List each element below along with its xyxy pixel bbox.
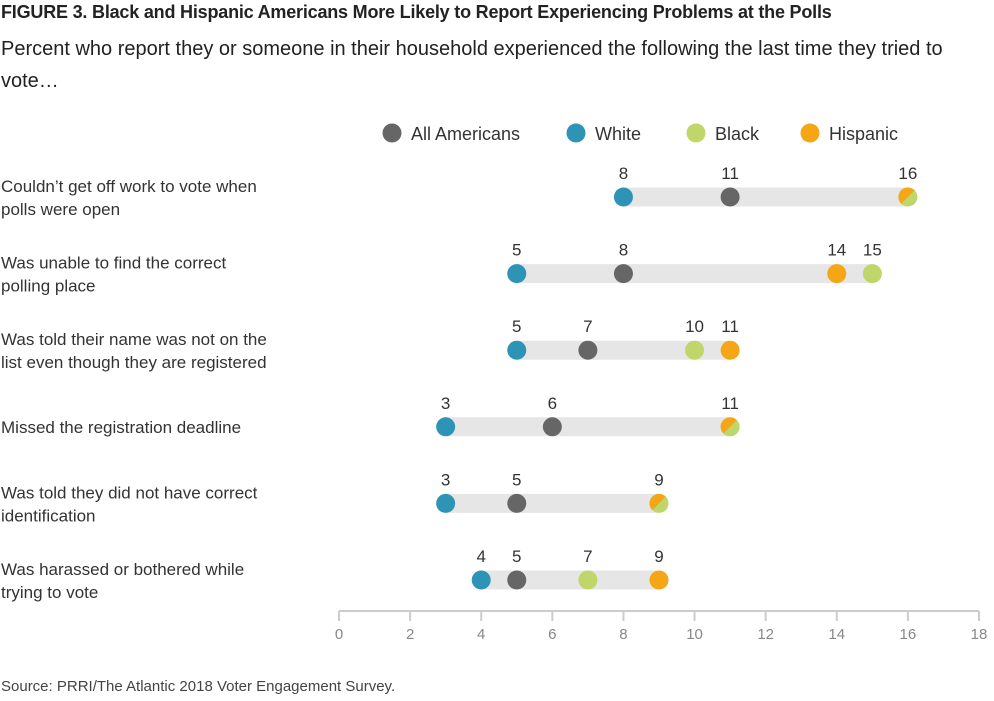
- x-tick-label: 18: [971, 626, 988, 643]
- category-label-line: polling place: [1, 277, 96, 296]
- chart-legend: All Americans White Black Hispanic: [382, 123, 898, 144]
- dot-hispanic: [649, 493, 666, 511]
- x-tick-label: 4: [477, 626, 485, 643]
- category-label: Was unable to find the correct polling pl…: [1, 254, 226, 296]
- dot-all-americans: [507, 570, 527, 590]
- value-label: 4: [476, 547, 485, 566]
- figure-source: Source: PRRI/The Atlantic 2018 Voter Eng…: [1, 678, 396, 695]
- value-label: 5: [512, 241, 521, 260]
- value-label: 3: [441, 470, 450, 489]
- value-label: 9: [654, 470, 663, 489]
- chart-row: Missed the registration deadline 3 6 11: [1, 394, 740, 437]
- chart-row: Couldn’t get off work to vote when polls …: [1, 164, 918, 219]
- value-label: 11: [721, 164, 739, 183]
- dot-black: [578, 570, 598, 590]
- value-label: 5: [512, 317, 521, 336]
- value-label: 10: [685, 317, 704, 336]
- dot-hispanic: [827, 264, 847, 284]
- dot-black: [685, 340, 705, 360]
- value-label: 8: [619, 241, 628, 260]
- dot-white: [436, 417, 456, 437]
- legend-label-hispanic: Hispanic: [829, 124, 898, 144]
- dot-all-americans: [613, 264, 633, 284]
- x-tick-label: 6: [548, 626, 556, 643]
- category-label: Was told their name was not on the list e…: [1, 330, 267, 372]
- x-tick-label: 0: [335, 626, 343, 643]
- dot-white: [507, 340, 527, 360]
- category-label: Missed the registration deadline: [1, 418, 241, 437]
- legend-marker-white: [566, 123, 586, 143]
- value-label: 16: [898, 164, 917, 183]
- legend-marker-all-americans: [382, 123, 402, 143]
- category-label: Was harassed or bothered while trying to …: [1, 560, 244, 602]
- value-label: 8: [619, 164, 628, 183]
- category-label-line: trying to vote: [1, 583, 98, 602]
- dot-white: [507, 264, 527, 284]
- category-label: Was told they did not have correct identi…: [1, 483, 258, 525]
- value-label: 15: [863, 241, 882, 260]
- category-label-line: Was unable to find the correct: [1, 254, 226, 273]
- value-label: 7: [583, 317, 592, 336]
- category-label: Couldn’t get off work to vote when polls …: [1, 177, 257, 219]
- value-label: 7: [583, 547, 592, 566]
- figure-title: FIGURE 3. Black and Hispanic Americans M…: [1, 2, 832, 22]
- chart-rows: Couldn’t get off work to vote when polls …: [1, 164, 918, 602]
- legend-marker-hispanic: [800, 123, 820, 143]
- dot-all-americans: [578, 340, 598, 360]
- dot-white: [613, 187, 633, 207]
- dot-hispanic: [720, 340, 740, 360]
- x-tick-label: 12: [757, 626, 774, 643]
- value-label: 9: [654, 547, 663, 566]
- x-axis: 0 2 4 6 8 10 12 14 16 18: [335, 610, 988, 643]
- x-tick-label: 8: [619, 626, 627, 643]
- dot-black: [862, 264, 882, 284]
- category-label-line: Was told their name was not on the: [1, 330, 267, 349]
- value-label: 11: [721, 394, 739, 413]
- legend-marker-black: [686, 123, 706, 143]
- value-label: 5: [512, 470, 521, 489]
- category-label-line: Missed the registration deadline: [1, 418, 241, 437]
- category-label-line: Was told they did not have correct: [1, 483, 258, 502]
- legend-label-white: White: [595, 124, 641, 144]
- category-label-line: Was harassed or bothered while: [1, 560, 244, 579]
- dot-hispanic: [649, 570, 669, 590]
- category-label-line: list even though they are registered: [1, 353, 267, 372]
- legend-label-black: Black: [715, 124, 760, 144]
- dot-hispanic: [898, 187, 915, 204]
- dot-white: [436, 493, 456, 513]
- value-label: 3: [441, 394, 450, 413]
- dot-all-americans: [542, 417, 562, 437]
- value-label: 6: [548, 394, 557, 413]
- value-label: 5: [512, 547, 521, 566]
- value-label: 14: [827, 241, 846, 260]
- category-label-line: polls were open: [1, 200, 120, 219]
- dot-hispanic: [720, 417, 737, 434]
- legend-label-all-americans: All Americans: [411, 124, 520, 144]
- value-label: 11: [721, 317, 739, 336]
- chart-row: Was told their name was not on the list e…: [1, 317, 740, 372]
- chart-row: Was harassed or bothered while trying to …: [1, 547, 669, 602]
- dot-all-americans: [507, 493, 527, 513]
- category-label-line: Couldn’t get off work to vote when: [1, 177, 257, 196]
- dot-white: [471, 570, 491, 590]
- x-tick-label: 2: [406, 626, 414, 643]
- chart-row: Was told they did not have correct identi…: [1, 470, 669, 525]
- x-tick-label: 14: [828, 626, 845, 643]
- figure-subtitle: Percent who report they or someone in th…: [1, 38, 943, 92]
- dot-all-americans: [720, 187, 740, 207]
- category-label-line: identification: [1, 506, 96, 525]
- x-tick-label: 16: [900, 626, 917, 643]
- chart-row: Was unable to find the correct polling pl…: [1, 241, 882, 296]
- x-tick-label: 10: [686, 626, 703, 643]
